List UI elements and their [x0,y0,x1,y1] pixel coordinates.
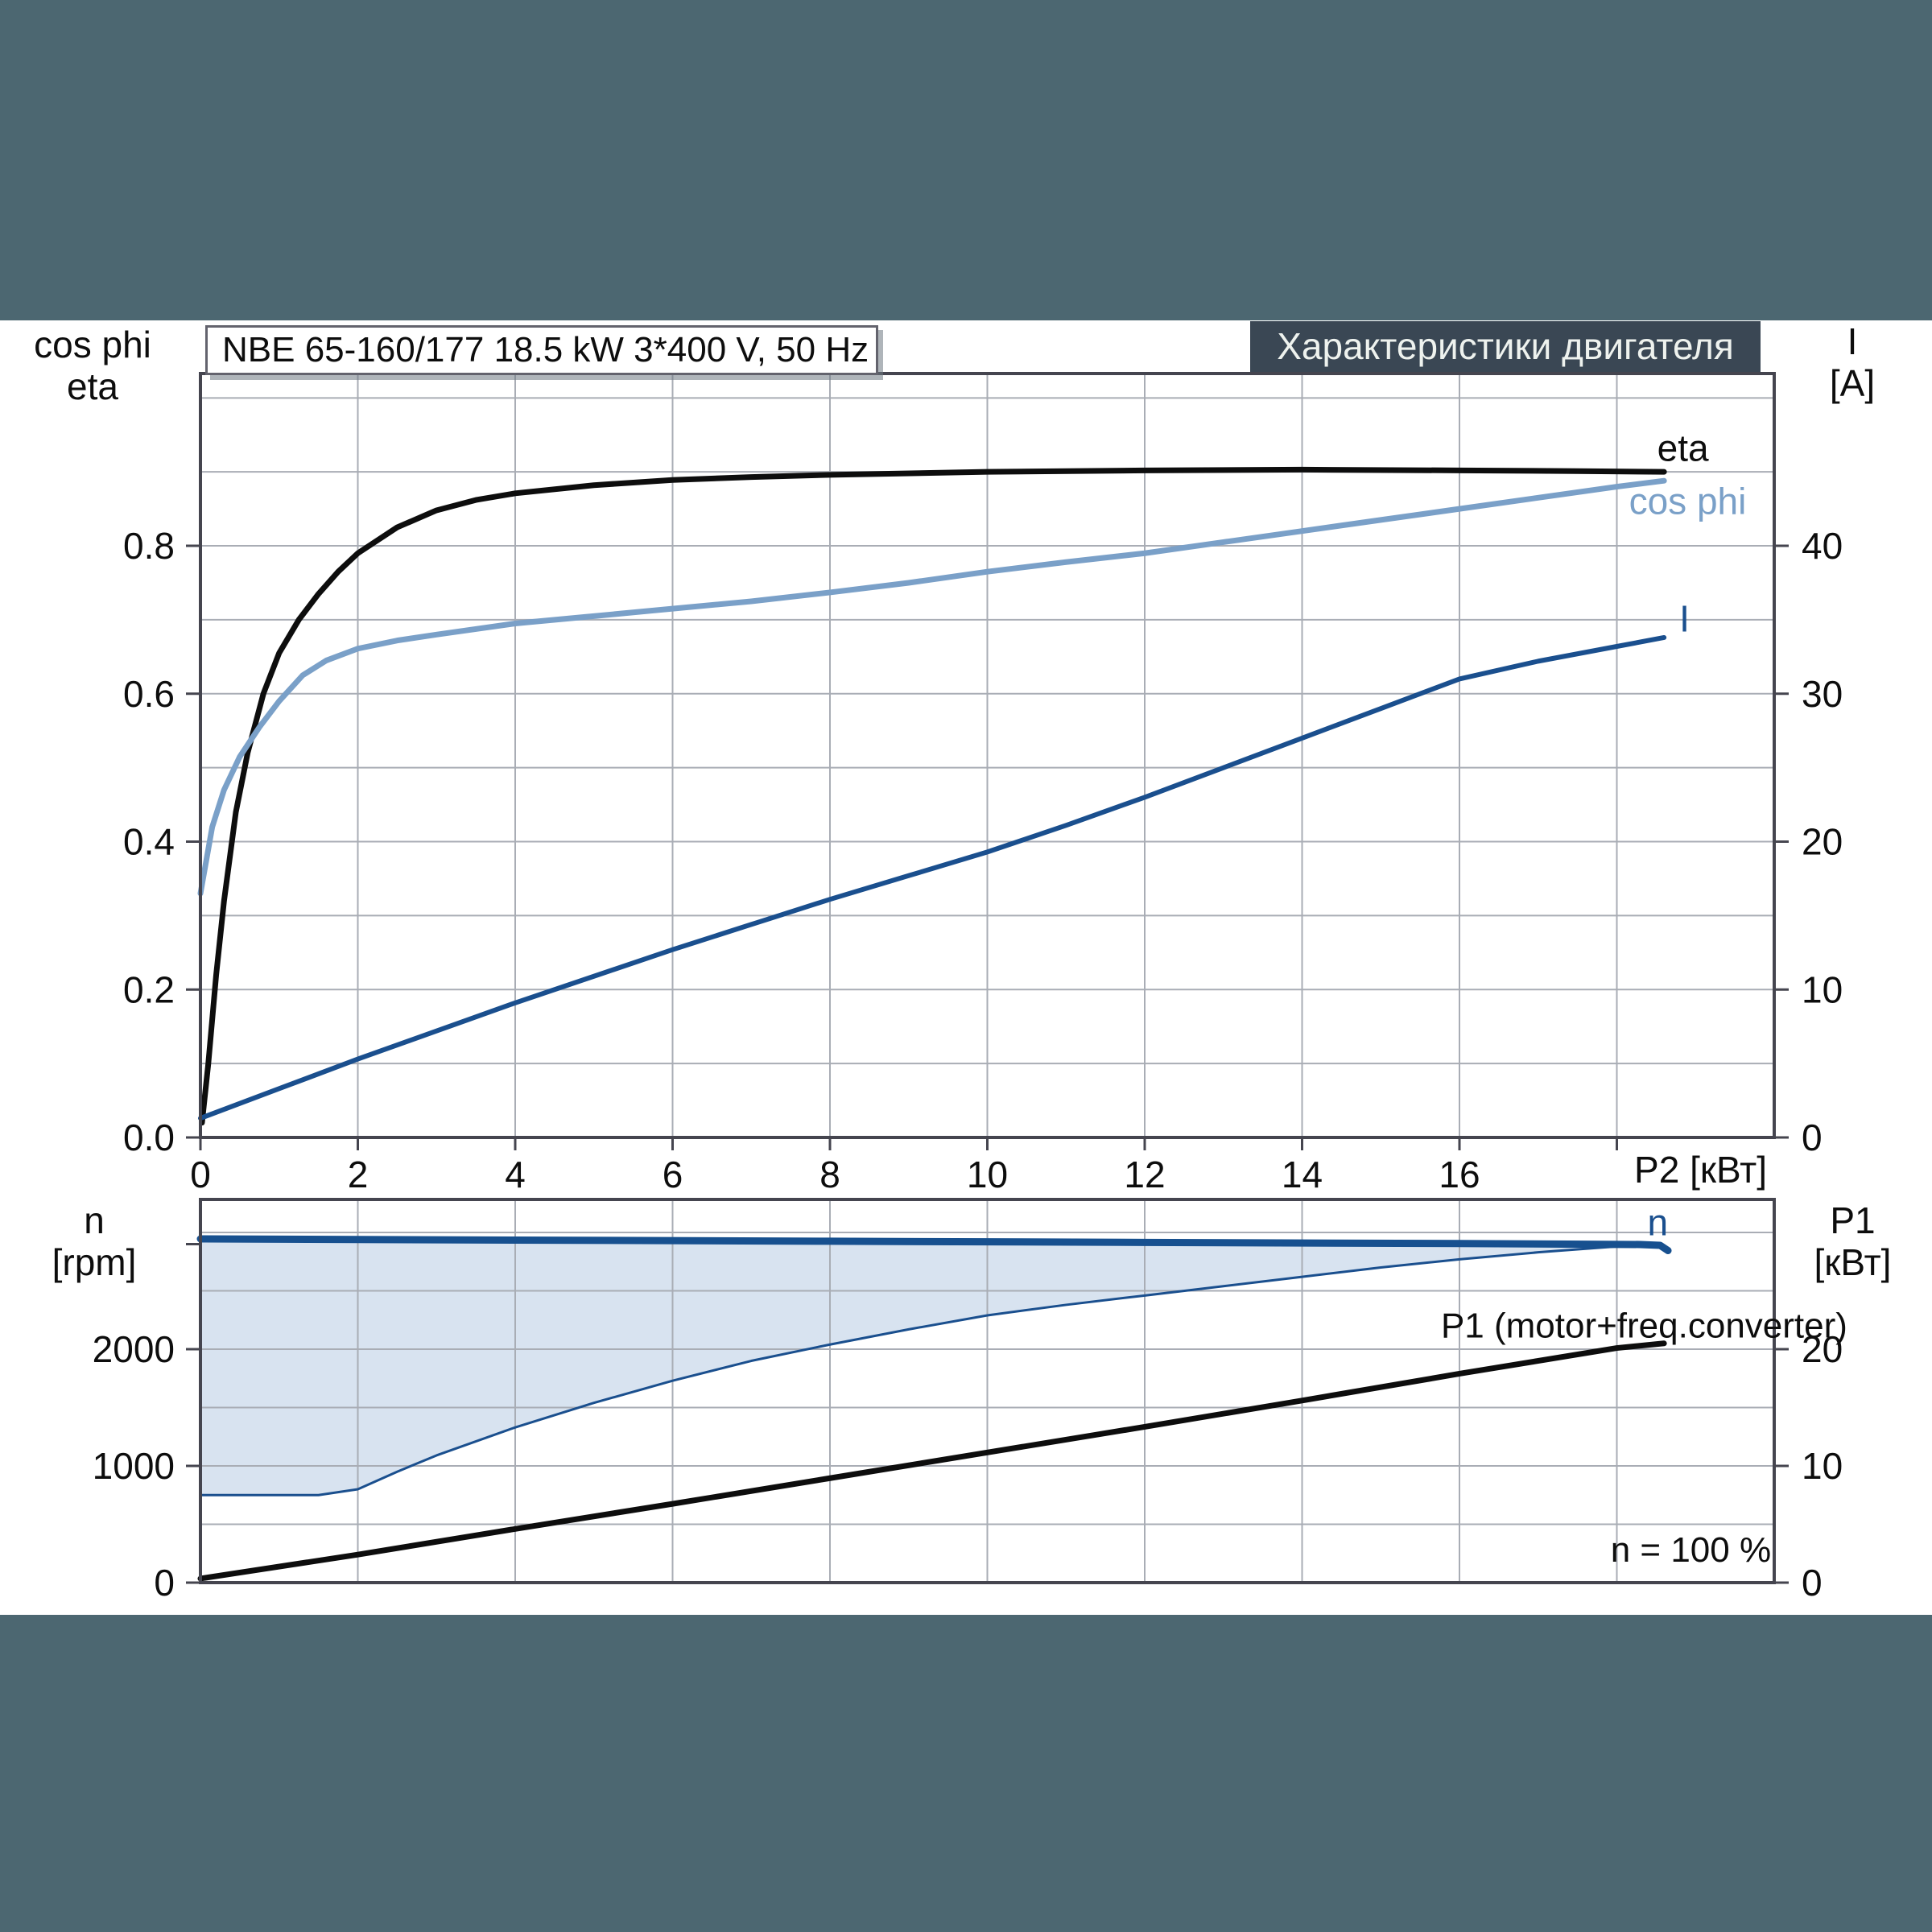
section-header-text: Характеристики двигателя [1277,325,1734,367]
motor-characteristics-x-tick-label: 2 [348,1154,369,1195]
top-left-axis-label: cos phi eta [16,324,169,407]
motor-characteristics-y-right-tick-label: 40 [1802,525,1843,567]
motor-characteristics-annotation-cos-phi: cos phi [1629,481,1747,522]
speed-and-input-power-annotation-n: n [1648,1202,1669,1244]
speed-and-input-power-frame [199,1198,1776,1584]
motor-characteristics-x-tick-label: 8 [819,1154,840,1195]
motor-characteristics-y-right-tick-label: 20 [1802,821,1843,863]
motor-characteristics-x-tick-label: 10 [967,1154,1008,1195]
motor-characteristics-y-right-tick-label: 30 [1802,673,1843,715]
motor-characteristics-y-right-tick-label: 0 [1802,1117,1823,1158]
p1-unit-label: [кВт] [1814,1241,1892,1283]
speed-axis-label: n [84,1199,105,1241]
motor-characteristics-annotation-i: I [1679,598,1690,640]
speed-and-input-power-series-p1-motor-freq-converter- [197,1340,1667,1582]
motor-characteristics-y-left-tick-label: 0.8 [123,525,175,567]
motor-characteristics-x-tick-label: 6 [663,1154,683,1195]
speed-and-input-power-y-right-tick-label: 0 [1802,1562,1823,1604]
motor-characteristics-y-left-tick-label: 0.4 [123,821,175,863]
current-unit-label: [A] [1829,362,1876,404]
motor-characteristics-x-tick-label: 16 [1439,1154,1480,1195]
x-axis-label: P2 [кВт] [1634,1149,1767,1191]
speed-and-input-power-y-left-tick-label: 2000 [93,1328,175,1370]
motor-characteristics-series-i [198,634,1667,1121]
pump-title-box: NBE 65-160/177 18.5 kW 3*400 V, 50 Hz [205,325,878,375]
motor-characteristics-series-cos-phi [197,477,1667,897]
motor-characteristics-y-left-tick-label: 0.0 [123,1117,175,1158]
motor-characteristics-x-tick-label: 12 [1124,1154,1165,1195]
pump-title-text: NBE 65-160/177 18.5 kW 3*400 V, 50 Hz [222,330,869,369]
motor-characteristics-y-right-tick-label: 10 [1802,968,1843,1010]
motor-characteristics-y-left-tick-label: 0.2 [123,968,175,1010]
motor-characteristics-x-tick-label: 14 [1282,1154,1323,1195]
speed-unit-label: [rpm] [52,1241,137,1283]
motor-characteristics-y-left-tick-label: 0.6 [123,673,175,715]
top-right-axis-label: I [A] [1784,320,1921,404]
cos-phi-axis-label: cos phi [34,324,151,365]
section-header: Характеристики двигателя [1250,321,1761,372]
motor-characteristics-series-eta [199,466,1667,1126]
speed-and-input-power-series-n [196,1235,1672,1255]
p1-axis-label: P1 [1830,1199,1876,1241]
speed-and-input-power-speed-range-area [200,1239,1669,1496]
bottom-left-axis-label: n [rpm] [26,1199,163,1283]
bottom-right-axis-label: P1 [кВт] [1782,1199,1923,1283]
speed-and-input-power-y-left-tick-label: 1000 [93,1445,175,1487]
speed-and-input-power-annotation-p1-motor-freq-converter-: P1 (motor+freq.converter) [1441,1307,1847,1346]
speed-and-input-power-series-speed-range-min [199,1243,1662,1496]
motor-characteristics-x-tick-label: 4 [505,1154,526,1195]
speed-and-input-power-y-right-tick-label: 10 [1802,1445,1843,1487]
eta-axis-label: eta [67,365,118,407]
motor-characteristics-x-tick-label: 0 [190,1154,211,1195]
current-axis-label: I [1847,320,1858,362]
motor-characteristics-annotation-eta: eta [1657,427,1709,469]
speed-and-input-power-annotation-n-100-: n = 100 % [1611,1530,1771,1570]
speed-and-input-power-y-left-tick-label: 0 [154,1562,175,1604]
speed-and-input-power-y-right-tick-label: 20 [1802,1328,1843,1370]
